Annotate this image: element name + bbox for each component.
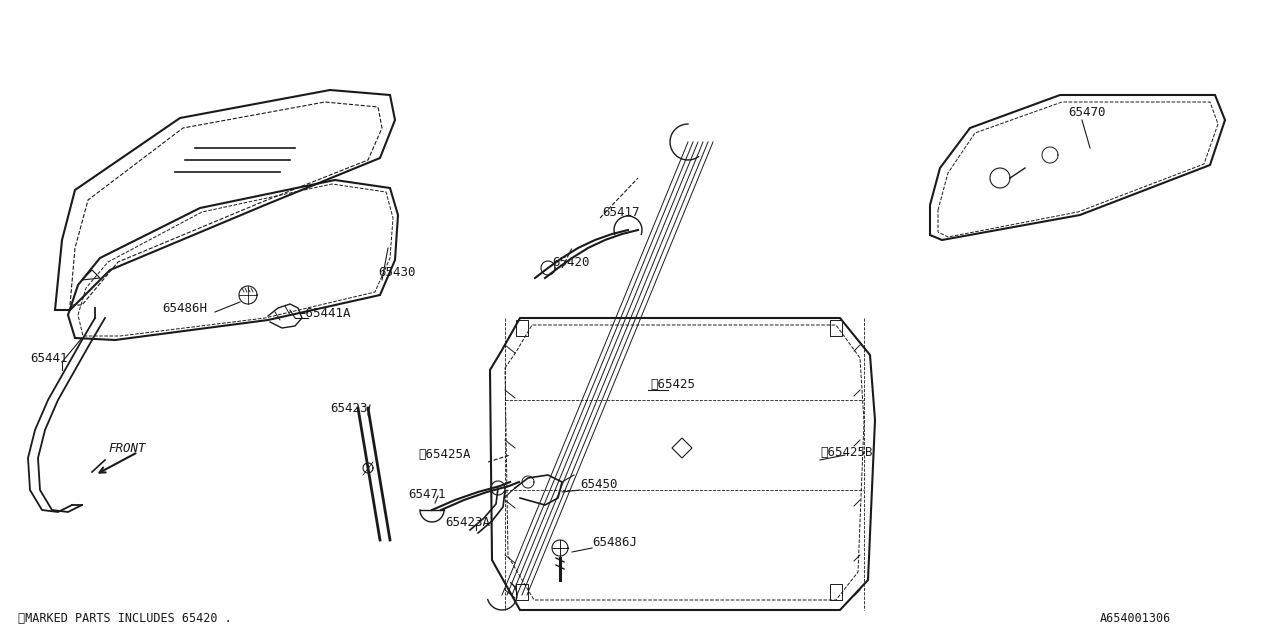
Text: 65471: 65471	[408, 488, 445, 502]
Text: ※65425A: ※65425A	[419, 449, 471, 461]
Text: 65430: 65430	[378, 266, 416, 278]
Text: ※MARKED PARTS INCLUDES 65420 .: ※MARKED PARTS INCLUDES 65420 .	[18, 612, 232, 625]
Text: 65470: 65470	[1068, 106, 1106, 118]
Text: 65486J: 65486J	[591, 536, 637, 548]
Text: 65486H: 65486H	[163, 301, 207, 314]
Text: A654001306: A654001306	[1100, 612, 1171, 625]
Text: FRONT: FRONT	[108, 442, 146, 454]
Text: —65441A: —65441A	[298, 307, 351, 319]
Text: 65450: 65450	[580, 477, 617, 490]
Text: ※65425B: ※65425B	[820, 445, 873, 458]
Text: 65423A: 65423A	[445, 515, 490, 529]
Text: 65441: 65441	[29, 351, 68, 365]
Text: 65417: 65417	[602, 205, 640, 218]
Text: 65420: 65420	[552, 255, 590, 269]
Text: ※65425: ※65425	[650, 378, 695, 392]
Text: 65423: 65423	[330, 401, 367, 415]
